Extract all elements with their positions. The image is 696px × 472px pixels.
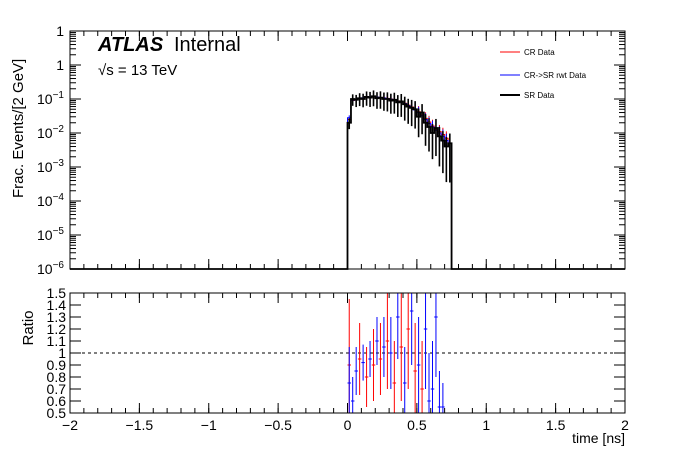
ratio-x-ticks: −2 −1.5 −1 −0.5 0 0.5 1 1.5 2 — [62, 293, 629, 433]
main-y-tick-mantissa: 10 — [37, 193, 53, 209]
ratio-y-tick-label: 0.6 — [47, 393, 67, 409]
ratio-x-tick-label: −1.5 — [126, 417, 154, 433]
legend: CR Data CR->SR rwt Data SR Data — [500, 48, 587, 100]
ratio-y-tick-label: 0.9 — [47, 357, 67, 373]
main-y-tick-label: 1 — [56, 23, 64, 39]
legend-label-sr: SR Data — [524, 91, 555, 100]
main-y-tick-label: 10−3 — [37, 158, 64, 175]
main-y-tick-mantissa: 10 — [37, 91, 53, 107]
ratio-x-tick-label: −0.5 — [264, 417, 292, 433]
main-y-tick-mantissa: 10 — [37, 261, 53, 277]
ratio-x-tick-label: 2 — [621, 417, 629, 433]
ratio-y-tick-label: 1.5 — [47, 285, 67, 301]
main-y-tick-mantissa: 1 — [56, 57, 64, 73]
main-histograms — [70, 90, 625, 270]
main-y-tick-mantissa: 10 — [37, 159, 53, 175]
main-y-tick-exponent: −4 — [53, 192, 65, 203]
energy-value: = 13 TeV — [114, 62, 178, 79]
ratio-points — [347, 293, 445, 413]
main-y-tick-label: 10−6 — [37, 260, 64, 277]
main-y-axis-label: Frac. Events/[2 GeV] — [10, 59, 27, 198]
ratio-y-tick-label: 1.1 — [47, 333, 67, 349]
ratio-y-tick-label: 0.7 — [47, 381, 67, 397]
main-y-tick-mantissa: 1 — [56, 23, 64, 39]
atlas-label: ATLAS Internal √s = 13 TeV — [97, 34, 241, 79]
ratio-x-tick-label: 1 — [482, 417, 490, 433]
ratio-x-tick-label: 0.5 — [407, 417, 427, 433]
main-y-tick-mantissa: 10 — [37, 125, 53, 141]
atlas-experiment-text: ATLAS — [97, 34, 164, 56]
ratio-y-ticks: 0.50.60.70.80.911.11.21.31.41.5 — [47, 285, 625, 421]
main-y-tick-exponent: −3 — [53, 158, 65, 169]
ratio-x-tick-label: 0 — [344, 417, 352, 433]
ratio-x-tick-label: −1 — [201, 417, 217, 433]
main-y-tick-label: 1 — [56, 57, 64, 73]
energy-sqrt-s: √s — [98, 62, 114, 79]
main-y-tick-label: 10−1 — [37, 90, 64, 107]
ratio-y-axis-label: Ratio — [20, 310, 37, 345]
ratio-x-tick-label: 1.5 — [546, 417, 566, 433]
ratio-y-tick-label: 1 — [58, 345, 66, 361]
main-y-tick-exponent: −2 — [53, 124, 65, 135]
main-y-tick-label: 10−5 — [37, 226, 64, 243]
ratio-panel: 0.50.60.70.80.911.11.21.31.41.5 −2 −1.5 −1… — [20, 285, 629, 446]
main-y-tick-mantissa: 10 — [37, 227, 53, 243]
atlas-status-text: Internal — [174, 34, 241, 56]
main-y-tick-exponent: −6 — [53, 260, 65, 271]
ratio-y-tick-label: 1.3 — [47, 309, 67, 325]
ratio-y-tick-label: 0.5 — [47, 405, 67, 421]
main-y-tick-label: 10−4 — [37, 192, 64, 209]
ratio-y-tick-label: 1.2 — [47, 321, 67, 337]
main-y-tick-exponent: −1 — [53, 90, 65, 101]
ratio-y-tick-label: 0.8 — [47, 369, 67, 385]
legend-label-rwt: CR->SR rwt Data — [524, 71, 587, 80]
main-frame — [69, 30, 626, 270]
ratio-x-tick-label: −2 — [62, 417, 78, 433]
legend-label-cr: CR Data — [524, 48, 555, 57]
ratio-x-axis-label: time [ns] — [572, 430, 625, 446]
ratio-frame — [69, 292, 626, 414]
main-y-tick-label: 10−2 — [37, 124, 64, 141]
main-y-tick-exponent: −5 — [53, 226, 65, 237]
energy-label: √s = 13 TeV — [98, 62, 177, 79]
ratio-y-tick-label: 1.4 — [47, 297, 67, 313]
